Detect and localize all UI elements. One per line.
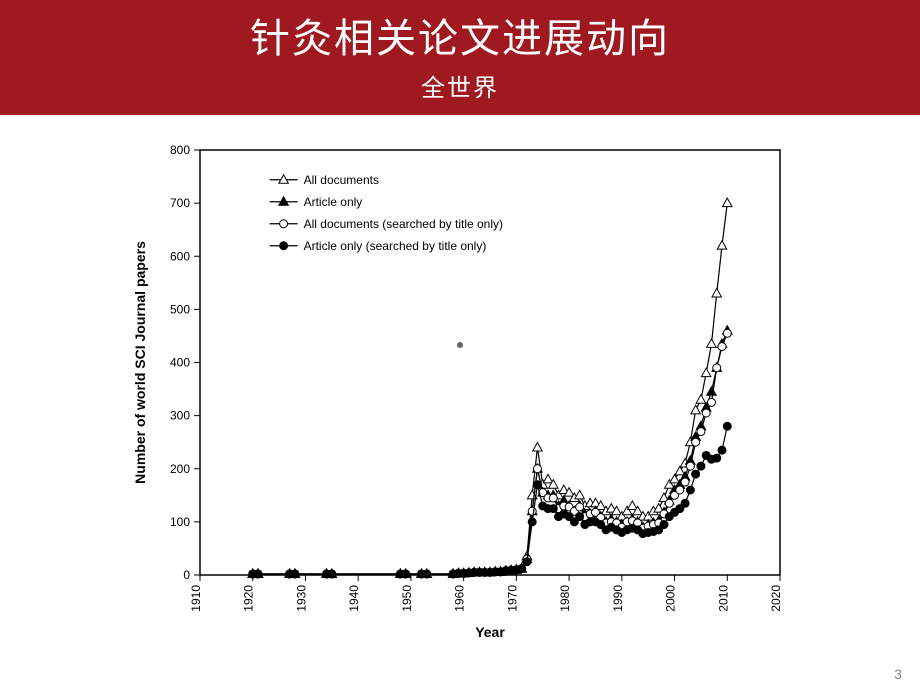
svg-text:700: 700	[170, 196, 190, 210]
svg-text:Article only: Article only	[304, 195, 363, 209]
page-number: 3	[894, 666, 902, 682]
svg-text:1940: 1940	[347, 585, 361, 612]
svg-text:Year: Year	[475, 624, 505, 640]
svg-text:1950: 1950	[400, 585, 414, 612]
svg-text:300: 300	[170, 409, 190, 423]
svg-text:1970: 1970	[505, 585, 519, 612]
page-subtitle: 全世界	[0, 68, 920, 103]
chart-container: 0 100 200 300 400 500 600 700 800 1910 1920 1930 194…	[120, 135, 800, 655]
svg-text:100: 100	[170, 515, 190, 529]
svg-text:1910: 1910	[189, 585, 203, 612]
svg-text:Number of world SCI Journal pa: Number of world SCI Journal papers	[132, 241, 148, 484]
svg-text:200: 200	[170, 462, 190, 476]
svg-text:500: 500	[170, 302, 190, 316]
svg-text:800: 800	[170, 143, 190, 157]
svg-text:All documents (searched by tit: All documents (searched by title only)	[304, 217, 503, 231]
header: 针灸相关论文进展动向 全世界	[0, 0, 920, 115]
svg-text:Article only (searched by titl: Article only (searched by title only)	[304, 239, 487, 253]
svg-text:400: 400	[170, 356, 190, 370]
svg-text:All documents: All documents	[304, 173, 379, 187]
svg-text:1920: 1920	[242, 585, 256, 612]
svg-text:1960: 1960	[453, 585, 467, 612]
svg-text:0: 0	[183, 568, 190, 582]
svg-text:1930: 1930	[294, 585, 308, 612]
svg-text:1980: 1980	[558, 585, 572, 612]
svg-text:2010: 2010	[716, 585, 730, 612]
svg-text:2000: 2000	[664, 585, 678, 612]
line-chart: 0 100 200 300 400 500 600 700 800 1910 1920 1930 194…	[120, 135, 800, 655]
svg-text:2020: 2020	[769, 585, 783, 612]
center-marker-icon	[457, 342, 463, 348]
page-title: 针灸相关论文进展动向	[0, 6, 920, 64]
svg-text:1990: 1990	[611, 585, 625, 612]
svg-text:600: 600	[170, 249, 190, 263]
